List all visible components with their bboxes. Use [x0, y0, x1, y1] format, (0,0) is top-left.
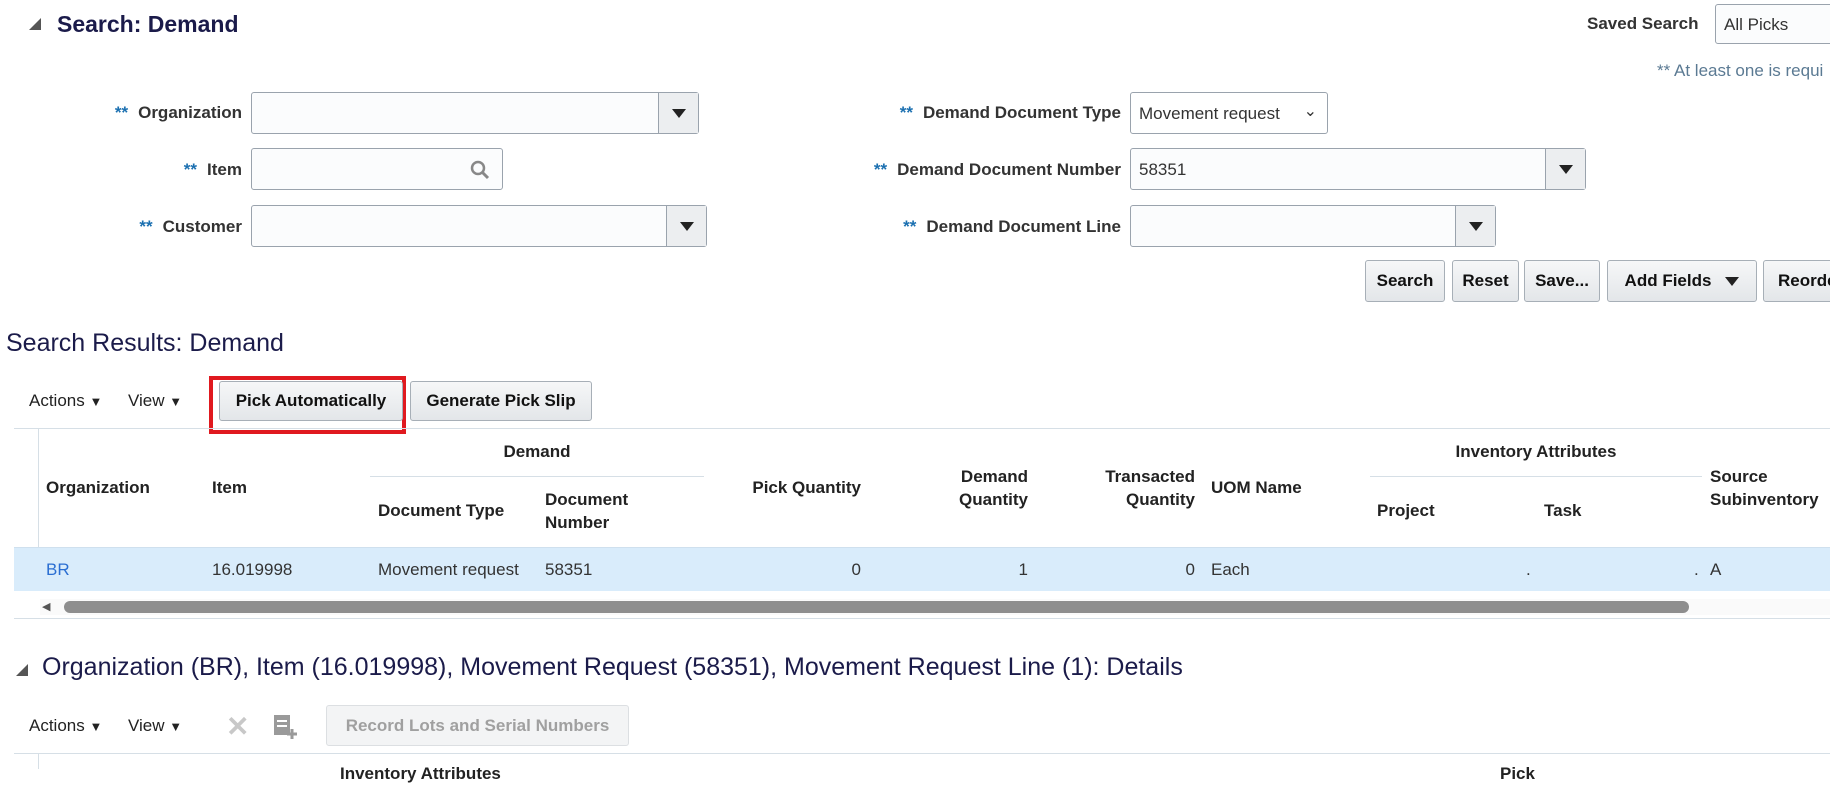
saved-search-label: Saved Search — [1587, 14, 1699, 33]
details-view-menu[interactable]: View ▼ — [128, 716, 183, 735]
actions-menu[interactable]: Actions ▼ — [29, 391, 103, 410]
details-table-divider — [14, 753, 1830, 754]
add-fields-button[interactable]: Add Fields — [1607, 260, 1757, 302]
collapse-details-icon[interactable] — [16, 664, 28, 676]
details-group-header-inventory: Inventory Attributes — [340, 764, 501, 783]
doc-line-input[interactable] — [1130, 205, 1496, 247]
organization-label: ** Organization — [114, 103, 242, 122]
chevron-down-icon — [671, 108, 686, 118]
details-title: Organization (BR), Item (16.019998), Mov… — [42, 653, 1183, 681]
customer-dropdown-button[interactable] — [666, 206, 706, 246]
search-icon[interactable] — [470, 160, 490, 180]
add-row-icon[interactable] — [273, 714, 299, 740]
doc-line-label: ** Demand Document Line — [903, 217, 1121, 236]
col-task[interactable]: Task — [1544, 501, 1582, 520]
cell-task: . — [1526, 560, 1531, 579]
search-title: Search: Demand — [57, 11, 239, 37]
organization-dropdown-button[interactable] — [658, 93, 698, 133]
doc-number-label: ** Demand Document Number — [873, 160, 1121, 179]
col-transacted-qty[interactable]: Transacted Quantity — [1105, 467, 1195, 509]
col-project[interactable]: Project — [1377, 501, 1435, 520]
reorder-button[interactable]: Reorde — [1763, 260, 1830, 302]
customer-label: ** Customer — [139, 217, 242, 236]
item-input[interactable] — [251, 148, 503, 190]
cell-item: 16.019998 — [212, 560, 293, 579]
col-demand-qty[interactable]: Demand Quantity — [959, 467, 1028, 509]
customer-input[interactable] — [251, 205, 707, 247]
chevron-down-icon: ⌄ — [1303, 103, 1317, 120]
col-source-sub[interactable]: Source Subinventory — [1710, 467, 1819, 509]
collapse-search-icon[interactable] — [29, 18, 41, 30]
group-header-demand: Demand — [503, 442, 571, 461]
search-button[interactable]: Search — [1365, 260, 1445, 302]
cell-uom: Each — [1211, 560, 1250, 579]
col-doc-type[interactable]: Document Type — [378, 501, 505, 520]
cell-pick-qty: 0 — [851, 560, 861, 579]
highlight-box — [209, 376, 406, 434]
details-col-pick: Pick — [1500, 764, 1535, 783]
reset-button[interactable]: Reset — [1452, 260, 1519, 302]
pick-automatically-button[interactable]: Pick Automatically — [219, 381, 403, 421]
doc-line-dropdown-button[interactable] — [1455, 206, 1495, 246]
view-menu[interactable]: View ▼ — [128, 391, 183, 410]
row-header-divider — [38, 428, 39, 591]
details-actions-menu[interactable]: Actions ▼ — [29, 716, 103, 735]
save-button[interactable]: Save... — [1524, 260, 1600, 302]
cell-project-dot: . — [1694, 560, 1699, 579]
saved-search-select[interactable]: All Picks — [1715, 4, 1830, 44]
saved-search-value: All Picks — [1724, 15, 1789, 34]
cell-doc-type: Movement request — [378, 560, 519, 579]
organization-input[interactable] — [251, 92, 699, 134]
group-divider — [1370, 476, 1702, 477]
col-uom[interactable]: UOM Name — [1211, 478, 1302, 497]
cell-doc-number: 58351 — [545, 560, 593, 579]
doc-number-value: 58351 — [1139, 160, 1187, 179]
cell-demand-qty: 1 — [1018, 560, 1028, 579]
item-label: ** Item — [183, 160, 242, 179]
cell-source-sub: A — [1710, 560, 1722, 579]
delete-icon[interactable]: ✕ — [226, 711, 250, 742]
doc-type-label: ** Demand Document Type — [899, 103, 1121, 122]
doc-type-select[interactable]: Movement request ⌄ — [1130, 92, 1328, 134]
table-divider — [14, 428, 1830, 429]
chevron-down-icon — [1725, 276, 1740, 286]
required-note: ** At least one is requi — [1657, 61, 1824, 80]
chevron-down-icon — [1558, 164, 1573, 174]
section-divider — [14, 618, 1830, 619]
doc-type-value: Movement request — [1139, 104, 1280, 123]
results-title: Search Results: Demand — [6, 329, 284, 357]
doc-number-input[interactable]: 58351 — [1130, 148, 1586, 190]
scrollbar-thumb[interactable] — [64, 601, 1689, 613]
scroll-left-icon[interactable]: ◀ — [42, 601, 51, 613]
details-row-header-divider — [38, 753, 39, 769]
record-lots-button: Record Lots and Serial Numbers — [326, 705, 629, 746]
cell-transacted-qty: 0 — [1185, 560, 1195, 579]
chevron-down-icon — [679, 221, 694, 231]
doc-number-dropdown-button[interactable] — [1545, 149, 1585, 189]
cell-organization-link[interactable]: BR — [46, 560, 70, 579]
group-divider — [370, 476, 704, 477]
generate-pick-slip-button[interactable]: Generate Pick Slip — [410, 381, 592, 421]
group-header-inventory: Inventory Attributes — [1455, 442, 1617, 461]
col-doc-number[interactable]: Document Number — [545, 490, 629, 532]
col-pick-qty[interactable]: Pick Quantity — [752, 478, 861, 497]
chevron-down-icon — [1468, 221, 1483, 231]
table-row[interactable]: BR 16.019998 Movement request 58351 0 1 … — [14, 547, 1830, 591]
col-item[interactable]: Item — [212, 478, 247, 497]
col-organization[interactable]: Organization — [46, 478, 150, 497]
horizontal-scrollbar[interactable]: ◀ — [40, 599, 1830, 615]
